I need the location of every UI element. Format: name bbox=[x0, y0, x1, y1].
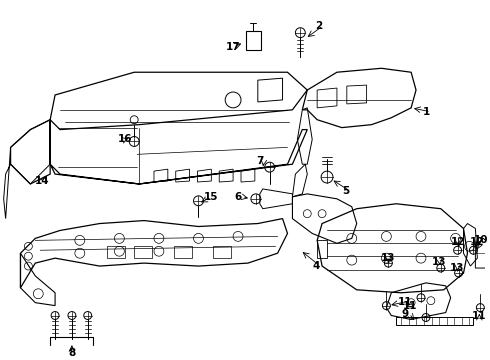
Text: 13: 13 bbox=[450, 263, 464, 273]
Text: 12: 12 bbox=[469, 237, 484, 247]
Text: 16: 16 bbox=[118, 135, 132, 144]
Text: 12: 12 bbox=[451, 237, 465, 247]
Text: 11: 11 bbox=[471, 311, 486, 320]
Text: 9: 9 bbox=[401, 309, 408, 319]
Text: 6: 6 bbox=[234, 192, 242, 202]
Text: 10: 10 bbox=[473, 235, 488, 246]
Text: 13: 13 bbox=[380, 253, 395, 263]
Text: 14: 14 bbox=[35, 176, 50, 186]
Text: 4: 4 bbox=[312, 261, 319, 271]
Text: 17: 17 bbox=[226, 41, 241, 51]
Text: 11: 11 bbox=[403, 301, 417, 311]
Text: 11: 11 bbox=[398, 297, 413, 307]
Text: 15: 15 bbox=[203, 192, 218, 202]
Text: 13: 13 bbox=[432, 257, 446, 267]
Text: 1: 1 bbox=[423, 107, 430, 117]
Text: 2: 2 bbox=[315, 21, 322, 31]
Text: 5: 5 bbox=[342, 186, 349, 196]
Text: 8: 8 bbox=[68, 348, 75, 358]
Text: 7: 7 bbox=[256, 156, 263, 166]
